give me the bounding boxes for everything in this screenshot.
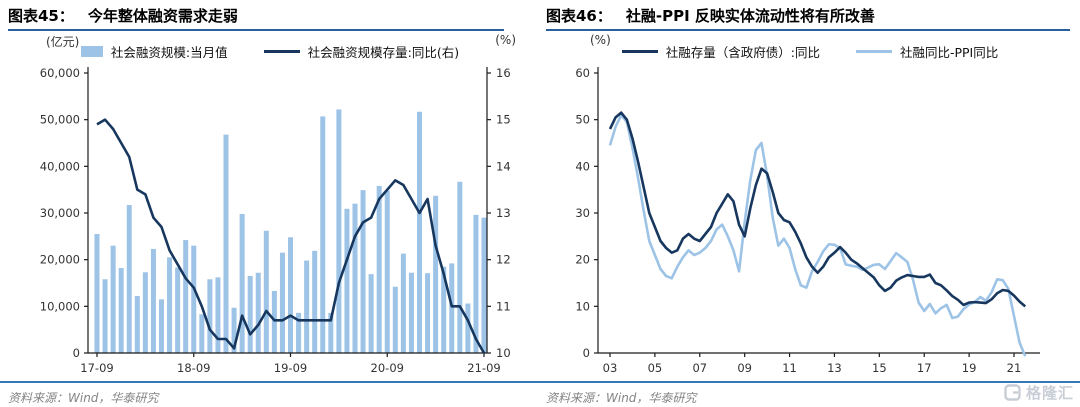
y-axis-right-tick-label: 12 (496, 253, 511, 267)
y-axis-left-tick-label: 0 (73, 346, 80, 360)
legend-item: 社融存量（含政府债）:同比 (621, 42, 820, 61)
chart-46-canvas: 0 10 20 30 40 50 60 03 05 07 09 11 13 15 17 19 21 (575, 66, 1040, 375)
y-axis-left-tick-label: 10,000 (40, 299, 80, 313)
figure-title: 今年整体融资需求走弱 (87, 7, 238, 25)
x-axis-tick-label: 15 (872, 361, 887, 375)
x-axis-tick-label: 11 (782, 361, 797, 375)
y-axis-tick-label: 0 (583, 346, 590, 360)
chart-46-area: (%) 社融存量（含政府债）:同比 社融同比-PPI同比 0 10 20 30 40 50 6… (540, 31, 1080, 381)
chart-45-canvas: 0 10,000 20,000 30,000 40,000 50,000 60,000 10 1… (40, 66, 511, 375)
y-axis-right-tick-label: 14 (496, 159, 511, 173)
axes (84, 67, 491, 357)
line-swatch (263, 50, 300, 53)
line-tsf-stock-yoy (96, 118, 486, 354)
bars-monthly-tsf (94, 109, 487, 354)
footer-rule (0, 381, 540, 383)
figure-46-header: 图表46： 社融-PPI 反映实体流动性将有所改善 (540, 0, 1080, 29)
x-axis-tick-label: 17-09 (80, 361, 113, 375)
figure-title: 社融-PPI 反映实体流动性将有所改善 (625, 7, 875, 25)
y-axis-left-tick-label: 50,000 (40, 113, 80, 127)
header-rule (546, 29, 1070, 31)
figure-45-header: 图表45： 今年整体融资需求走弱 (0, 0, 540, 29)
x-axis-tick-label: 21 (1007, 361, 1022, 375)
legend-label: 社融存量（含政府债）:同比 (665, 45, 820, 60)
chart-46-legend: 社融存量（含政府债）:同比 社融同比-PPI同比 (540, 42, 1080, 61)
y-axis-tick-label: 30 (575, 206, 590, 220)
x-axis-tick-label: 20-09 (371, 361, 404, 375)
line-swatch (621, 50, 658, 53)
y-axis-left-tick-label: 30,000 (40, 206, 80, 220)
figure-label: 图表45： (8, 7, 74, 25)
y-axis-left-tick-label: 40,000 (40, 159, 80, 173)
x-axis-tick-label: 19 (962, 361, 977, 375)
axis-labels: 0 10 20 30 40 50 60 03 05 07 09 11 13 15 17 19 21 (575, 66, 1021, 375)
y-axis-tick-label: 60 (575, 66, 590, 80)
watermark-text: 格隆汇 (1025, 384, 1074, 402)
line-tsf-stock-with-govbonds-yoy (608, 111, 1027, 308)
y-axis-right-tick-label: 16 (496, 66, 511, 80)
gelonghui-logo-icon (1004, 384, 1021, 401)
left-axis-unit-label: (亿元) (46, 35, 80, 49)
x-axis-tick-label: 19-09 (274, 361, 307, 375)
y-axis-tick-label: 40 (575, 159, 590, 173)
x-axis-tick-label: 18-09 (177, 361, 210, 375)
legend-item: 社会融资规模:当月值 (80, 42, 228, 61)
legend-label: 社会融资规模:当月值 (110, 45, 228, 60)
x-axis-tick-label: 03 (603, 361, 618, 375)
legend-item: 社会融资规模存量:同比(右) (263, 42, 460, 61)
right-axis-unit-label: (%) (495, 33, 516, 47)
figure-label: 图表46： (546, 7, 612, 25)
x-axis-tick-label: 09 (737, 361, 752, 375)
x-axis-tick-label: 17 (917, 361, 932, 375)
y-axis-right-tick-label: 10 (496, 346, 511, 360)
chart-45-legend: 社会融资规模:当月值 社会融资规模存量:同比(右) (0, 42, 540, 61)
y-axis-right-tick-label: 13 (496, 206, 511, 220)
axes (594, 67, 1040, 357)
source-note: 资料来源：Wind，华泰研究 (546, 391, 697, 405)
source-note: 资料来源：Wind，华泰研究 (8, 391, 159, 405)
gelonghui-watermark: 格隆汇 (1004, 382, 1074, 403)
x-axis-tick-label: 05 (648, 361, 663, 375)
footer-rule (540, 381, 1080, 383)
y-axis-left-tick-label: 20,000 (40, 253, 80, 267)
legend-item: 社融同比-PPI同比 (855, 42, 999, 61)
x-axis-tick-label: 07 (692, 361, 707, 375)
y-axis-right-tick-label: 15 (496, 113, 511, 127)
left-axis-unit-label: (%) (590, 33, 611, 47)
header-rule (8, 29, 504, 31)
axis-labels: 0 10,000 20,000 30,000 40,000 50,000 60,000 10 1… (40, 66, 511, 375)
line-swatch (855, 50, 892, 53)
y-axis-right-tick-label: 11 (496, 299, 511, 313)
bar-swatch (80, 46, 103, 57)
y-axis-tick-label: 20 (575, 253, 590, 267)
x-axis-tick-label: 13 (827, 361, 842, 375)
y-axis-tick-label: 10 (575, 299, 590, 313)
y-axis-tick-label: 50 (575, 113, 590, 127)
legend-label: 社会融资规模存量:同比(右) (307, 45, 460, 60)
line-tsf-yoy-minus-ppi-yoy (608, 113, 1027, 357)
legend-label: 社融同比-PPI同比 (899, 45, 999, 60)
figure-46-panel: 图表46： 社融-PPI 反映实体流动性将有所改善 (%) 社融存量（含政府债）:… (540, 0, 1080, 407)
chart-45-area: (亿元) (%) 社会融资规模:当月值 社会融资规模存量:同比(右) 0 10,00… (0, 31, 540, 381)
y-axis-left-tick-label: 60,000 (40, 66, 80, 80)
x-axis-tick-label: 21-09 (467, 361, 500, 375)
figure-45-panel: 图表45： 今年整体融资需求走弱 (亿元) (%) 社会融资规模:当月值 社会融资规… (0, 0, 540, 405)
